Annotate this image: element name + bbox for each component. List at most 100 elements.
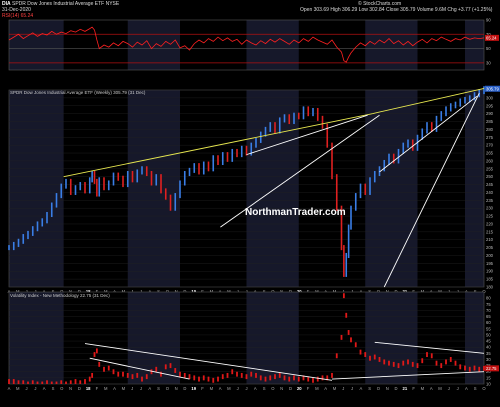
main-x-label: S	[368, 289, 371, 294]
rsi-year-shade	[365, 20, 418, 70]
trendline-vol-upper-declining	[84, 343, 333, 381]
main-tick-label: 250	[486, 174, 494, 179]
vol-year-shade	[246, 292, 299, 384]
vol-x-label: A	[219, 386, 222, 391]
vol-x-label: M	[104, 386, 108, 391]
rsi-tick-label: 50	[486, 46, 491, 51]
vol-x-label: D	[183, 386, 186, 391]
vol-x-label: 21	[402, 386, 407, 391]
vol-x-label: N	[175, 386, 178, 391]
main-tick-label: 205	[486, 245, 494, 250]
vol-x-label: A	[430, 386, 433, 391]
main-tick-label: 230	[486, 206, 494, 211]
main-x-label: N	[69, 289, 72, 294]
vol-x-label: J	[245, 386, 247, 391]
vol-x-label: O	[377, 386, 381, 391]
vol-x-label: J	[457, 386, 459, 391]
main-x-label: O	[377, 289, 381, 294]
rsi-frame	[8, 19, 485, 71]
vol-x-label: J	[342, 386, 344, 391]
main-tick-label: 185	[486, 277, 494, 282]
rsi-tick-label: 90	[486, 18, 491, 23]
vol-tick-label: 50	[486, 332, 491, 337]
main-tick-label: 285	[486, 119, 494, 124]
rsi-year-shade	[465, 20, 484, 70]
vol-x-label: F	[307, 386, 310, 391]
trendline-vol-lower-declining	[89, 357, 190, 380]
main-x-label: S	[157, 289, 160, 294]
main-x-label: D	[289, 289, 292, 294]
main-x-label: N	[280, 289, 283, 294]
rsi-line	[8, 26, 485, 63]
vol-x-label: J	[351, 386, 353, 391]
main-x-label: J	[26, 289, 28, 294]
vol-x-label: O	[60, 386, 64, 391]
main-tick-label: 300	[486, 95, 494, 100]
vol-x-label: O	[271, 386, 275, 391]
main-x-label: A	[113, 289, 116, 294]
main-x-label: A	[219, 289, 222, 294]
main-x-label: S	[52, 289, 55, 294]
main-x-label: D	[395, 289, 398, 294]
vol-x-label: O	[482, 386, 486, 391]
chg-value: +3.77 (+1.25%)	[458, 7, 493, 13]
vol-x-label: F	[412, 386, 415, 391]
rsi-year-shade	[127, 20, 180, 70]
header-watermark: © StockCharts.com	[358, 1, 402, 7]
main-x-label: J	[34, 289, 36, 294]
vol-x-label: 18	[86, 386, 91, 391]
volume-label: Volume	[416, 7, 434, 13]
high-value: 306.29	[342, 7, 358, 13]
main-tick-label: 195	[486, 261, 494, 266]
header-ohlc: Open 303.69 High 306.29 Low 302.84 Close…	[300, 7, 492, 13]
main-x-label: O	[271, 289, 275, 294]
vol-x-label: A	[43, 386, 46, 391]
vol-x-label: A	[148, 386, 151, 391]
vol-tick-label: 65	[486, 314, 491, 319]
main-tick-label: 295	[486, 103, 494, 108]
main-tick-label: 180	[486, 285, 494, 290]
vol-x-label: M	[421, 386, 425, 391]
main-x-label: J	[457, 289, 459, 294]
main-year-shade	[9, 90, 64, 287]
northmantrader-annotation: NorthmanTrader.com	[245, 207, 346, 218]
vol-x-label: M	[333, 386, 337, 391]
open-value: 303.69	[313, 7, 329, 13]
vol-last-marker	[485, 365, 499, 372]
main-x-label: N	[175, 289, 178, 294]
vol-tick-label: 60	[486, 320, 491, 325]
header-title: DIA SPDR Dow Jones Industrial Average ET…	[2, 1, 119, 7]
price-last-marker	[485, 85, 500, 92]
main-x-label: A	[148, 289, 151, 294]
vol-year-shade	[465, 292, 484, 384]
main-tick-label: 225	[486, 214, 494, 219]
vol-x-label: S	[263, 386, 266, 391]
main-x-label: 20	[297, 289, 302, 294]
main-x-label: A	[8, 289, 11, 294]
trendline-upper-resistance-extension	[372, 87, 485, 115]
main-tick-label: 200	[486, 253, 494, 258]
vol-x-label: M	[438, 386, 442, 391]
vol-x-label: F	[96, 386, 99, 391]
main-x-label: N	[386, 289, 389, 294]
main-x-label: F	[307, 289, 310, 294]
main-label: SPDR Dow Jones Industrial Average ETF (W…	[10, 90, 146, 95]
main-x-label: M	[227, 289, 231, 294]
trendline-vol-2020-base	[331, 371, 485, 380]
main-tick-label: 240	[486, 190, 494, 195]
rsi-tick-label: 30	[486, 60, 491, 65]
vol-x-label: M	[227, 386, 231, 391]
trendline-wedge2-lower	[383, 92, 480, 288]
rsi-year-shade	[246, 20, 299, 70]
main-x-label: S	[263, 289, 266, 294]
main-x-label: S	[474, 289, 477, 294]
main-tick-label: 220	[486, 221, 494, 226]
vol-x-label: S	[157, 386, 160, 391]
trendline-wedge1-lower	[220, 114, 380, 228]
vol-x-label: N	[386, 386, 389, 391]
vol-last-value: 22.75	[486, 366, 497, 371]
main-x-label: M	[16, 289, 20, 294]
low-value: 302.84	[369, 7, 385, 13]
